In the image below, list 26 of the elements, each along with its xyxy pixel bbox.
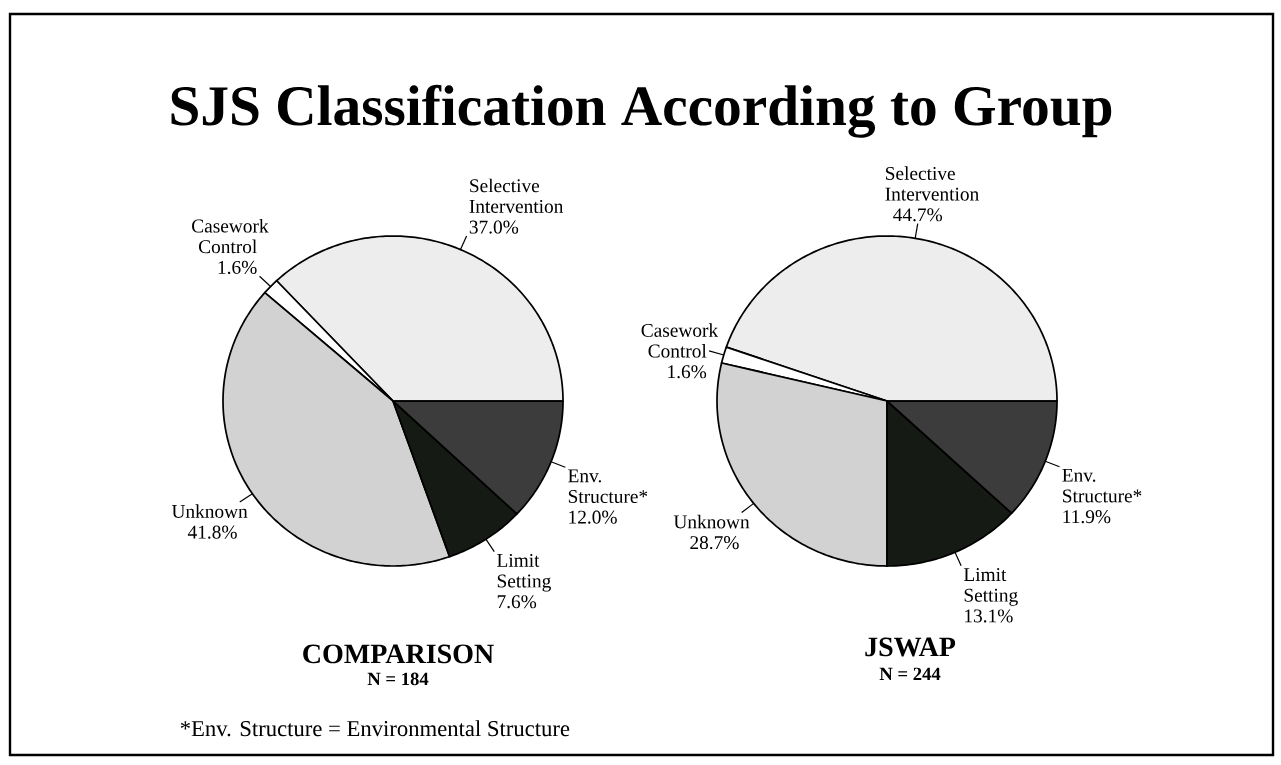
slice-label: Casework Control: [192, 218, 269, 254]
text: JSWAP: [865, 637, 956, 657]
text: N = 244: [879, 667, 941, 681]
data-label: 7.6%: [497, 595, 537, 609]
data-label: 28.7%: [690, 536, 739, 550]
data-label: 1.6%: [218, 260, 257, 274]
slice-label: Limit Setting: [497, 553, 551, 592]
data-label: 37.0%: [469, 220, 519, 234]
slice-label: Unknown: [171, 504, 248, 518]
slice-label: Unknown: [673, 514, 750, 529]
text: *Env. Structure = Environmental Structure: [180, 720, 570, 737]
data-label: 41.8%: [187, 525, 237, 539]
text: N = 184: [367, 672, 429, 686]
slice-label: Limit Setting: [963, 568, 1018, 606]
data-label: 11.9%: [1063, 510, 1111, 524]
slice-label: Selective Intervention: [469, 178, 564, 213]
data-label: 1.6%: [668, 365, 707, 379]
data-label: 13.1%: [965, 609, 1013, 623]
slice-label: Env. Structure*: [568, 469, 648, 503]
text: SJS Classification According to Group: [171, 84, 1112, 138]
data-label: 44.7%: [893, 208, 943, 222]
slice-label: Selective Intervention: [885, 166, 979, 201]
slice-label: Env. Structure*: [1062, 468, 1142, 503]
data-label: 12.0%: [569, 510, 617, 524]
slice-label: Casework Control: [641, 323, 719, 358]
text: COMPARISON: [303, 644, 494, 664]
